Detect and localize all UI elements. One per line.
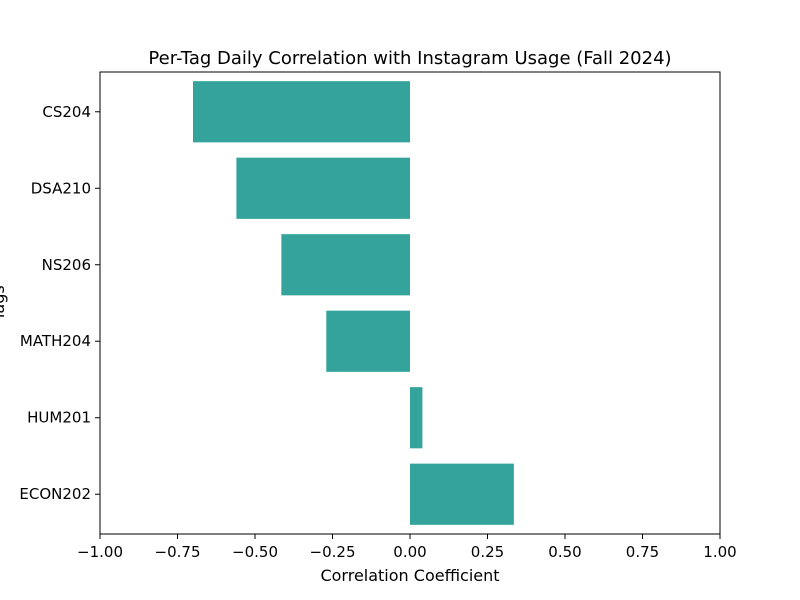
x-tick-label: 0.00: [393, 543, 426, 561]
bar-dsa210: [236, 157, 410, 219]
x-tick-label: −0.50: [232, 543, 278, 561]
bar-econ202: [410, 463, 514, 525]
x-tick-label: 0.50: [548, 543, 581, 561]
x-tick-label: −0.25: [310, 543, 356, 561]
bar-ns206: [281, 234, 410, 296]
x-axis-ticks: −1.00 −0.75 −0.50 −0.25 0.00 0.25 0.50 0.75 1.00: [77, 534, 737, 561]
bar-math204: [326, 310, 410, 372]
x-tick-label: −0.75: [155, 543, 201, 561]
x-tick-label: 0.75: [626, 543, 659, 561]
y-tick-label: NS206: [42, 256, 91, 274]
y-axis-label: Tags: [0, 285, 8, 321]
y-tick-label: MATH204: [20, 332, 91, 350]
bars-layer: [193, 81, 514, 525]
y-tick-label: CS204: [42, 103, 91, 121]
y-tick-label: ECON202: [19, 485, 91, 503]
bar-hum201: [410, 387, 423, 449]
x-tick-label: 1.00: [703, 543, 736, 561]
y-axis-ticks: CS204 DSA210 NS206 MATH204 HUM201 ECON202: [19, 103, 100, 503]
y-tick-label: DSA210: [31, 179, 91, 197]
x-axis-label: Correlation Coefficient: [320, 566, 499, 585]
chart-title: Per-Tag Daily Correlation with Instagram…: [148, 48, 671, 69]
bar-cs204: [193, 81, 410, 143]
y-tick-label: HUM201: [27, 409, 91, 427]
x-tick-label: −1.00: [77, 543, 123, 561]
x-tick-label: 0.25: [471, 543, 504, 561]
